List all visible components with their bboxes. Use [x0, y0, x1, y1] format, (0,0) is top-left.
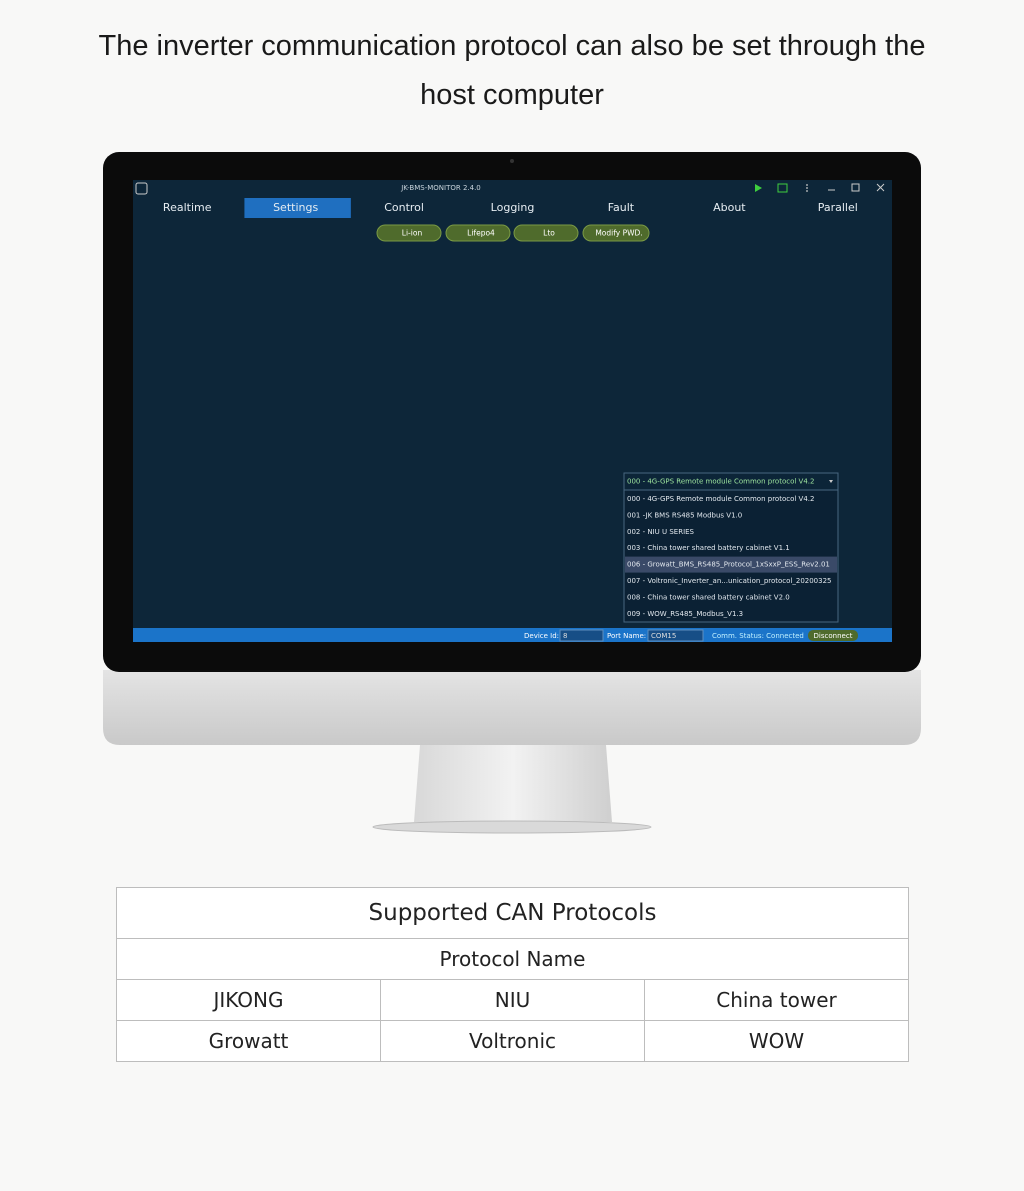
table-cell: WOW [644, 1020, 909, 1062]
cell-type-label: Lto [543, 229, 555, 238]
dropdown-option[interactable]: 007 - Voltronic_Inverter_an...unication_… [627, 577, 832, 585]
device-id: 8 [563, 632, 567, 640]
dropdown-arrow [829, 480, 833, 483]
table-cell: Voltronic [380, 1020, 645, 1062]
play-icon[interactable] [755, 184, 762, 192]
dropdown-option[interactable]: 006 - Growatt_BMS_RS485_Protocol_1xSxxP_… [627, 561, 830, 569]
app-title: JK-BMS-MONITOR 2.4.0 [400, 184, 481, 192]
tab-active [244, 198, 351, 218]
protocol-table: Supported CAN Protocols Protocol Name JI… [116, 887, 909, 1062]
window-controls [828, 183, 885, 192]
dropdown-option[interactable]: 000 - 4G-GPS Remote module Common protoc… [627, 495, 814, 503]
table-cell: China tower [644, 979, 909, 1021]
tab[interactable]: Settings [273, 201, 318, 214]
tab[interactable]: Realtime [163, 201, 212, 214]
table-cell: Growatt [116, 1020, 381, 1062]
status-label: Port Name: [607, 632, 646, 640]
tab[interactable]: About [713, 201, 746, 214]
table-cell: NIU [380, 979, 645, 1021]
cell-type-button[interactable] [513, 224, 579, 242]
monitor: Cell UVPR (V):2.85SendSOC-0% Volt. (V):2… [103, 152, 921, 834]
table-title: Supported CAN Protocols [116, 887, 909, 939]
dropdown-option[interactable]: 001 -JK BMS RS485 Modbus V1.0 [627, 511, 742, 519]
status-label: Device Id: [524, 632, 559, 640]
dropdown-option[interactable]: 003 - China tower shared battery cabinet… [627, 544, 790, 552]
cell-type-button[interactable] [376, 224, 442, 242]
console-icon[interactable] [777, 183, 788, 193]
dropdown-option[interactable]: 008 - China tower shared battery cabinet… [627, 593, 790, 601]
tab[interactable]: Parallel [818, 201, 858, 214]
tab[interactable]: Fault [608, 201, 635, 214]
table-header: Protocol Name [116, 938, 909, 980]
table-cell: JIKONG [116, 979, 381, 1021]
disconnect-label: Disconnect [814, 632, 853, 640]
tab[interactable]: Control [384, 201, 424, 214]
heading: The inverter communication protocol can … [98, 30, 926, 111]
stand [414, 745, 612, 822]
stand-base [372, 820, 652, 834]
cell-type-label: Lifepo4 [467, 229, 495, 238]
port: COM15 [651, 632, 676, 640]
device-id-input[interactable] [559, 629, 604, 642]
cell-type-button[interactable] [582, 224, 650, 242]
camera [510, 159, 514, 163]
dropdown-option[interactable]: 002 - NIU U SERIES [627, 528, 695, 536]
tab[interactable]: Logging [491, 201, 535, 214]
cell-type-button[interactable] [445, 224, 511, 242]
dropdown-option[interactable]: 009 - WOW_RS485_Modbus_V1.3 [627, 610, 743, 618]
app-icon [135, 182, 148, 195]
port-select[interactable] [647, 629, 704, 642]
cell-type-label: Li-ion [402, 229, 423, 238]
disconnect-button[interactable] [808, 630, 858, 641]
dropdown-highlight [625, 556, 837, 573]
menu-dots[interactable] [806, 184, 808, 192]
monitor-chin [103, 670, 921, 745]
connection-status: Comm. Status: Connected [712, 632, 804, 640]
dropdown-list [623, 489, 839, 623]
cell-type-label: Modify PWD. [595, 229, 642, 238]
dropdown-selected: 000 - 4G-GPS Remote module Common protoc… [627, 478, 814, 486]
